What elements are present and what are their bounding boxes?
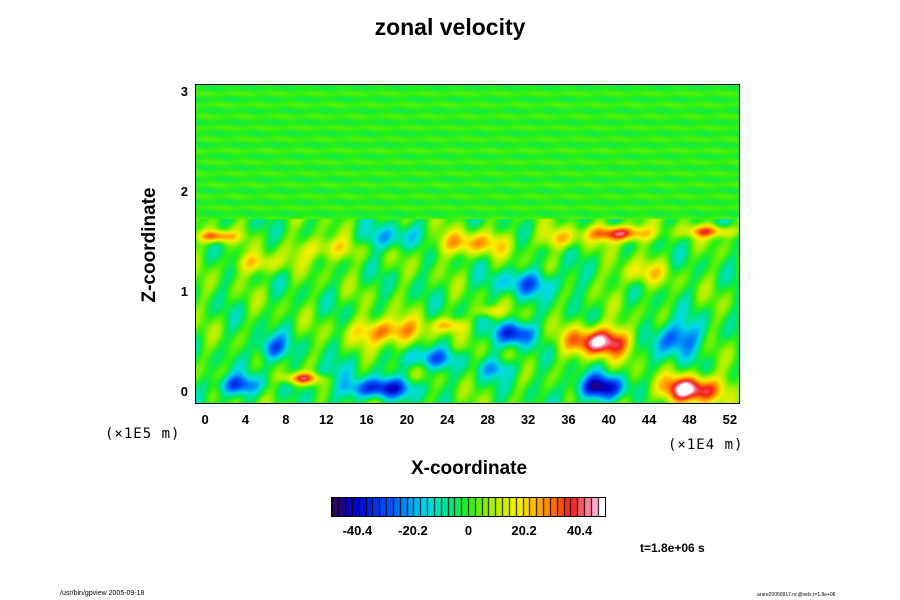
x-tick-label: 4 (241, 412, 250, 427)
footer-right: arare20050917.nc@velx,t=1.8e+06 (757, 592, 836, 598)
y-tick-label: 3 (180, 84, 188, 99)
x-tick-label: 12 (318, 412, 334, 427)
x-tick-label: 40 (601, 412, 617, 427)
y-tick-label: 0 (180, 384, 188, 399)
x-tick-label: 16 (359, 412, 374, 427)
x-tick-label: 48 (682, 412, 697, 427)
x-scale-label: (×1E4 m) (668, 437, 744, 453)
time-label: t=1.8e+06 s (640, 541, 705, 555)
y-tick-label: 2 (180, 184, 188, 199)
y-axis-label: Z-coordinate (139, 187, 160, 303)
x-axis-label: X-coordinate (410, 458, 528, 479)
x-tick-label: 32 (520, 412, 536, 427)
colorbar-tick-label: 20.2 (511, 523, 537, 538)
x-tick-label: 44 (641, 412, 657, 427)
x-tick-label: 24 (440, 412, 455, 427)
colorbar-tick-label: 0 (464, 523, 473, 538)
colorbar (331, 497, 606, 517)
x-tick-label: 52 (722, 412, 738, 427)
chart-title: zonal velocity (374, 14, 526, 40)
plot-area (195, 84, 740, 404)
x-tick-label: 8 (282, 412, 290, 427)
colorbar-tick-label: -20.2 (398, 523, 428, 538)
colorbar-tick-label: 40.4 (566, 523, 593, 538)
x-tick-label: 36 (561, 412, 576, 427)
y-tick-label: 1 (180, 284, 188, 299)
y-scale-label: (×1E5 m) (105, 426, 181, 442)
colorbar-gradient (332, 498, 605, 516)
x-tick-label: 20 (399, 412, 415, 427)
colorbar-tick-label: -40.4 (342, 523, 373, 538)
x-tick-label: 28 (480, 412, 495, 427)
heatmap-canvas (196, 85, 739, 403)
x-tick-label: 0 (201, 412, 209, 427)
footer-left: /usr/bin/gpview 2005-09-18 (60, 590, 145, 597)
